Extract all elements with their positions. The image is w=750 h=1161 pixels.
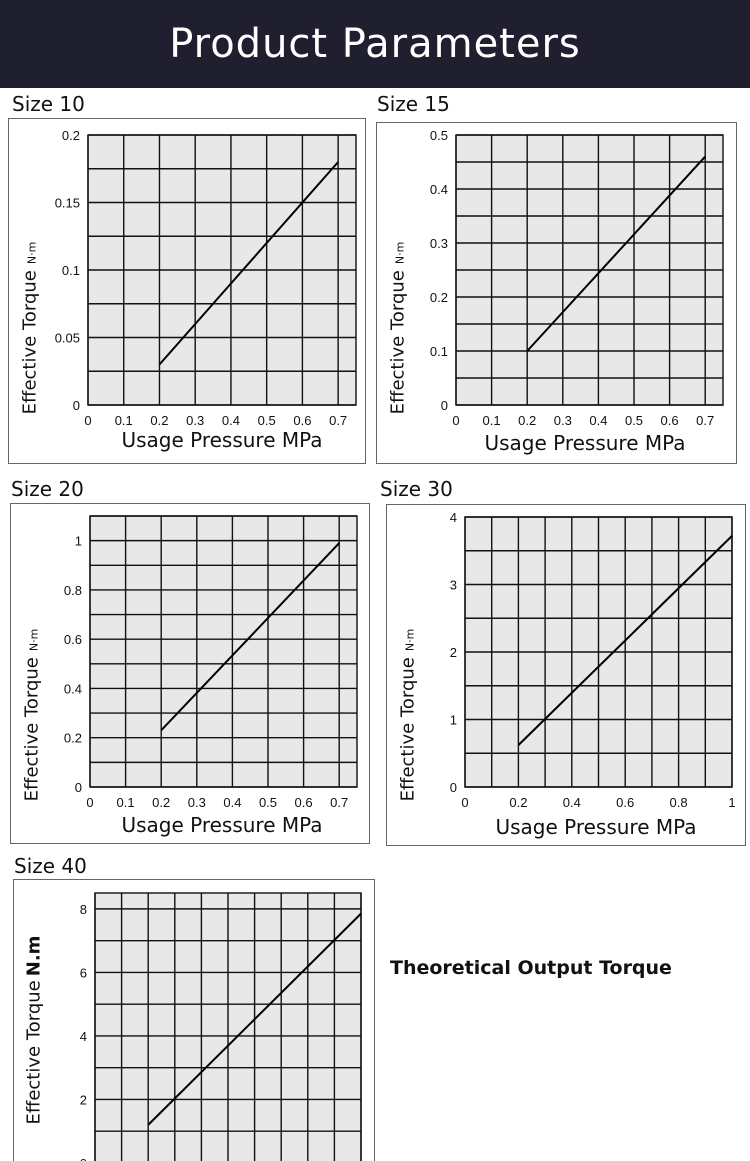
x-tick-label: 0.6 [295,795,313,810]
y-tick-label: 1 [450,713,457,728]
x-tick-label: 0.6 [293,413,311,428]
x-tick-label: 0.2 [150,413,168,428]
x-tick-label: 0.4 [589,413,607,428]
y-tick-label: 2 [80,1092,87,1107]
header-banner: Product Parameters [0,0,750,88]
chart-size-20: 0 0.1 0.2 0.3 0.4 0.5 0.6 0.7 0 0.2 0.4 0.6 0.8 1 [64,515,358,810]
x-tick-label: 0.1 [115,413,133,428]
y-tick-label: 0.2 [64,731,82,746]
chart-size-10: 0 0.1 0.2 0.3 0.4 0.5 0.6 0.7 0 0.05 0.1 0.15 0.2 [55,128,357,428]
torque-line [158,161,339,366]
y-tick-label: 0.5 [430,128,448,143]
y-tick-label: 2 [450,645,457,660]
x-tick-label: 0 [84,413,91,428]
y-tick-label: 0.4 [430,182,448,197]
x-tick-label: 0.2 [509,795,527,810]
chart-title: Size 40 [14,854,87,878]
x-tick-label: 0 [461,795,468,810]
y-tick-label: 0.8 [64,583,82,598]
torque-line [160,542,340,732]
y-tick-label: 0 [80,1156,87,1161]
x-tick-label: 0.7 [696,413,714,428]
x-tick-label: 0.1 [117,795,135,810]
x-axis-label: Usage Pressure MPa [495,815,697,839]
x-tick-label: 0.5 [258,413,276,428]
x-tick-label: 0.6 [661,413,679,428]
x-tick-label: 0.4 [223,795,241,810]
x-axis-label: Usage Pressure MPa [484,431,686,455]
x-tick-label: 0.3 [554,413,572,428]
x-tick-label: 0.4 [563,795,581,810]
x-tick-label: 0.8 [670,795,688,810]
torque-line [147,912,362,1126]
y-tick-label: 0.3 [430,236,448,251]
torque-line [526,155,706,352]
y-tick-label: 0.1 [430,344,448,359]
y-tick-label: 0 [73,398,80,413]
x-tick-label: 0.7 [330,795,348,810]
x-tick-label: 0.6 [616,795,634,810]
x-tick-label: 0.2 [152,795,170,810]
chart-title: Size 10 [12,92,85,116]
y-tick-label: 1 [75,534,82,549]
x-tick-label: 0.2 [518,413,536,428]
y-tick-label: 0.2 [430,290,448,305]
chart-size-15: 0 0.1 0.2 0.3 0.4 0.5 0.6 0.7 0 0.1 0.2 0.3 0.4 0.5 [430,128,724,428]
x-axis-label: Usage Pressure MPa [121,813,323,837]
y-tick-label: 0.05 [55,331,80,346]
plot-border [89,515,358,788]
chart-title: Size 30 [380,477,453,501]
y-tick-label: 0.1 [62,263,80,278]
y-tick-label: 0.15 [55,196,80,211]
plot-area [90,516,357,787]
y-tick-label: 8 [80,902,87,917]
x-tick-label: 0.3 [186,413,204,428]
x-tick-label: 0 [452,413,459,428]
plot-border [87,134,357,406]
y-tick-label: 0 [75,780,82,795]
x-tick-label: 0.1 [483,413,501,428]
chart-title: Size 20 [11,477,84,501]
theoretical-output-torque-caption: Theoretical Output Torque [390,957,672,979]
x-tick-label: 0.5 [259,795,277,810]
plot-border [94,892,362,1161]
x-axis-label: Usage Pressure MPa [121,428,323,452]
x-tick-label: 0.5 [625,413,643,428]
page-title: Product Parameters [169,21,581,67]
x-tick-label: 0.7 [329,413,347,428]
y-tick-label: 0.2 [62,128,80,143]
plot-border [455,134,724,406]
y-tick-label: 4 [450,510,457,525]
chart-title: Size 15 [377,92,450,116]
x-tick-label: 0 [86,795,93,810]
plot-border [464,516,733,788]
chart-size-40: 0 2 4 6 8 [80,892,362,1161]
x-tick-label: 1 [728,795,735,810]
y-tick-label: 6 [80,965,87,980]
y-tick-label: 0 [441,398,448,413]
y-tick-label: 3 [450,578,457,593]
torque-line [517,535,733,746]
x-tick-label: 0.4 [222,413,240,428]
chart-size-30: 0 0.2 0.4 0.6 0.8 1 0 1 2 3 4 [450,510,736,810]
y-tick-label: 0.6 [64,632,82,647]
y-tick-label: 0.4 [64,681,82,696]
y-tick-label: 0 [450,780,457,795]
x-tick-label: 0.3 [188,795,206,810]
y-tick-label: 4 [80,1029,87,1044]
